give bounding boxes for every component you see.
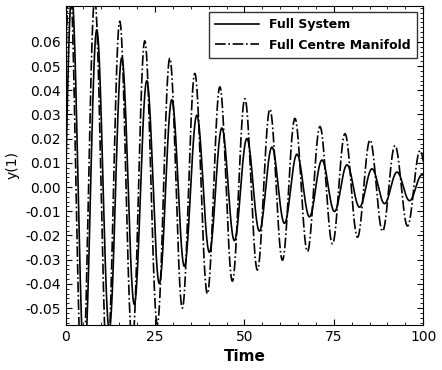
Full System — [328, 199, 333, 204]
Line: Full Centre Manifold: Full Centre Manifold — [65, 0, 423, 370]
Full Centre Manifold — [63, 77, 68, 81]
X-axis label: Time: Time — [224, 349, 265, 364]
Full System — [82, 359, 87, 363]
Y-axis label: y(1): y(1) — [6, 151, 19, 179]
Full System — [290, 168, 296, 172]
Full System — [63, 185, 68, 189]
Full Centre Manifold — [274, 205, 280, 209]
Full Centre Manifold — [347, 167, 353, 172]
Legend: Full System, Full Centre Manifold: Full System, Full Centre Manifold — [209, 12, 417, 58]
Full System — [81, 356, 86, 361]
Full Centre Manifold — [421, 159, 426, 164]
Full System — [347, 168, 353, 173]
Full System — [193, 120, 198, 124]
Full System — [421, 173, 426, 178]
Full Centre Manifold — [290, 125, 296, 129]
Full Centre Manifold — [328, 237, 333, 241]
Full System — [274, 175, 280, 180]
Line: Full System: Full System — [65, 0, 423, 361]
Full Centre Manifold — [193, 72, 198, 76]
